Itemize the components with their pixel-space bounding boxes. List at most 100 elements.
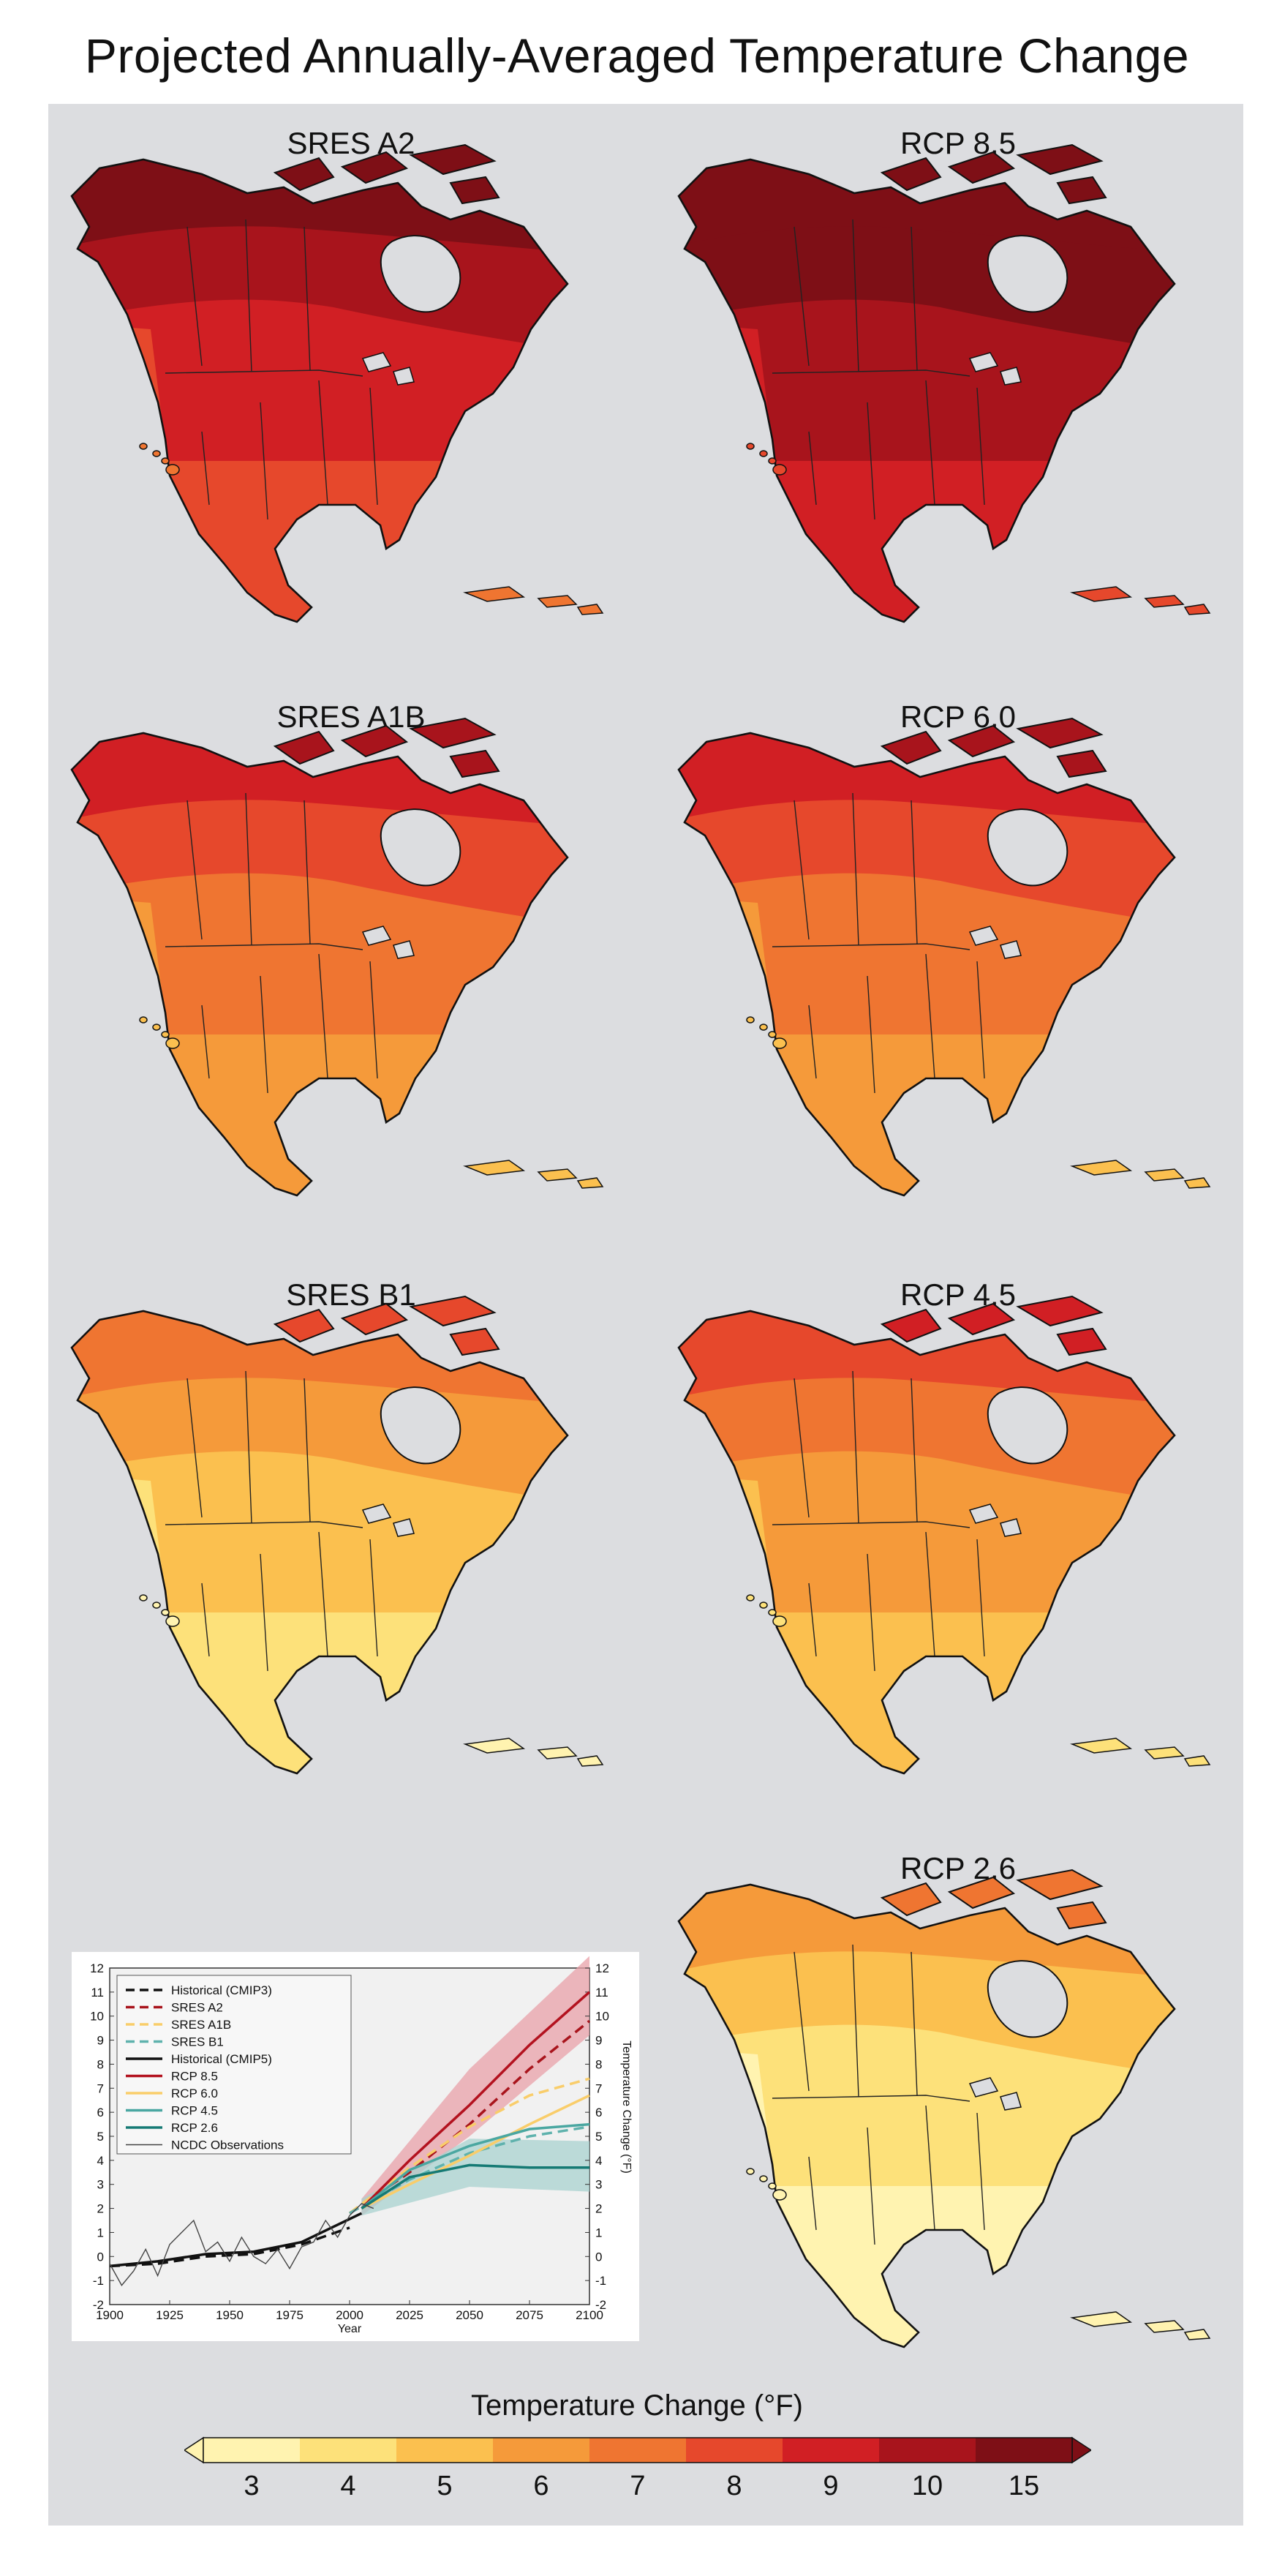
state-border [911,1378,918,1522]
arctic-island [1056,749,1107,778]
hawaii-island [161,1031,170,1038]
arctic-island [947,1876,1016,1910]
colorbar-segment [783,2438,879,2463]
state-border [245,1370,252,1524]
state-border [794,1378,810,1518]
y-tick-label-left: 3 [97,2178,104,2192]
legend-entry: RCP 8.5 [171,2070,218,2084]
hawaii-island [772,2189,787,2201]
state-border [186,226,203,367]
colorbar-segment [879,2438,976,2463]
colorbar-tick-label: 9 [823,2471,838,2501]
hawaii-island [772,1037,787,1049]
y-tick-label-right: 1 [595,2226,602,2239]
y-tick-label-left: 5 [97,2130,104,2144]
x-axis-label: Year [338,2323,362,2335]
arctic-island [947,151,1016,184]
state-border [925,2105,935,2231]
hawaii-island [139,1016,148,1024]
legend-entry: SRES A2 [171,2001,223,2015]
arctic-island [1056,176,1107,205]
arctic-island [449,749,500,778]
arctic-island [409,1295,497,1327]
series-line-8 [361,2163,589,2210]
state-border [794,1951,810,2092]
state-border [852,1370,859,1524]
colorbar-segment [300,2438,396,2463]
state-border [304,1378,311,1522]
arctic-island [1016,717,1104,749]
y-tick-label-right: 4 [595,2154,602,2168]
hawaii-island [768,457,777,465]
arctic-island [340,724,409,758]
y-tick-label-left: 0 [97,2250,104,2264]
hawaii-island [161,457,170,465]
arctic-island [1016,143,1104,176]
great-lake [1000,1518,1022,1537]
hawaii-island [746,443,755,450]
state-border [867,975,875,1094]
colorbar-arrow-low [184,2436,204,2464]
state-border [976,961,985,1079]
hawaii-island [165,1615,180,1627]
caribbean-island [576,1177,604,1189]
great-lake [1000,940,1022,959]
x-tick-label: 2050 [456,2308,483,2322]
state-border [304,226,311,371]
series-line-6 [361,2094,590,2210]
great-lake [393,1518,415,1537]
arctic-island [449,176,500,205]
y-tick-label-left: 7 [97,2081,104,2095]
continent-outline [70,158,569,623]
state-border [245,219,252,372]
y-tick-label-left: 8 [97,2057,104,2071]
state-border [808,1582,817,1657]
map-title-sres-a2: SRES A2 [287,126,415,160]
hawaii-island [746,1016,755,1024]
hawaii-island [161,1609,170,1616]
hawaii-island [746,1594,755,1601]
y-axis-label: Temperature Change (°F) [620,2040,633,2174]
state-border [304,800,311,945]
state-border [369,387,378,506]
colorbar-segment [589,2438,686,2463]
map-rcp-45 [677,1295,1211,1775]
state-border [925,953,935,1079]
colorbar: 3 4 5 6 7 8 9 10 15 [184,2436,1091,2501]
arctic-island [449,1327,500,1356]
caribbean-island [463,1738,526,1754]
state-border [794,800,810,940]
y-tick-label-right: 8 [595,2057,602,2071]
arctic-island [1056,1327,1107,1356]
timeseries-inset: -2 -2 -1 -1 0 0 1 1 2 2 3 3 4 4 5 5 6 6 7 7 8 8 9 9 10 10 11 11 12 12… [72,1952,639,2341]
x-tick-label: 2100 [576,2308,603,2322]
caribbean-island [1183,1177,1211,1189]
map-sres-a1b [70,717,604,1197]
legend-entry: NCDC Observations [171,2138,284,2152]
legend-entry: Historical (CMIP5) [171,2052,272,2066]
hawaii-island [152,1601,161,1609]
x-tick-label: 1925 [156,2308,184,2322]
series-line-5 [361,1991,591,2209]
colorbar-tick-label: 7 [630,2471,645,2501]
legend-entry: Historical (CMIP3) [171,1983,272,1997]
caribbean-island [1144,1746,1185,1760]
state-border [867,2127,875,2245]
y-tick-label-right: 2 [595,2202,602,2216]
arctic-island [273,1308,335,1343]
arctic-island [340,1302,409,1336]
colorbar-tick-label: 3 [244,2471,259,2501]
colorbar-segment [203,2438,300,2463]
caribbean-island [1183,2329,1211,2340]
caribbean-island [1183,604,1211,615]
hawaii-island [759,450,768,457]
caribbean-island [1183,1755,1211,1767]
state-border [772,943,970,950]
y-tick-label-left: 11 [91,1986,104,1999]
caribbean-island [576,604,604,615]
state-border [318,953,328,1079]
hawaii-island [772,464,787,476]
y-tick-label-right: 11 [595,1986,608,1999]
continent-outline [677,732,1176,1197]
